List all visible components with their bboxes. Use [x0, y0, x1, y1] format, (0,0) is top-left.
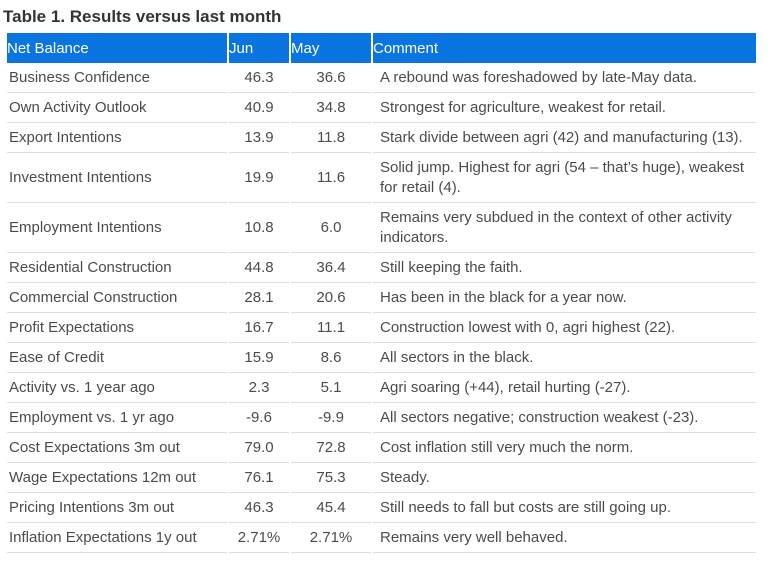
- table-row: Wage Expectations 12m out 76.1 75.3 Stea…: [7, 463, 756, 493]
- column-header-comment: Comment: [373, 33, 756, 63]
- column-header-jun: Jun: [229, 33, 289, 63]
- table-title: Table 1. Results versus last month: [3, 7, 282, 26]
- table-row: Employment Intentions 10.8 6.0 Remains v…: [7, 203, 756, 253]
- may-value: 6.0: [291, 203, 371, 253]
- may-value: 45.4: [291, 493, 371, 523]
- row-label: Wage Expectations 12m out: [7, 463, 227, 493]
- results-table: Net Balance Jun May Comment Business Con…: [5, 33, 758, 553]
- table-row: Inflation Expectations 1y out 2.71% 2.71…: [7, 523, 756, 553]
- may-value: 5.1: [291, 373, 371, 403]
- comment-text: All sectors in the black.: [373, 343, 756, 373]
- table-row: Export Intentions 13.9 11.8 Stark divide…: [7, 123, 756, 153]
- comment-text: Strongest for agriculture, weakest for r…: [373, 93, 756, 123]
- table-row: Commercial Construction 28.1 20.6 Has be…: [7, 283, 756, 313]
- jun-value: 19.9: [229, 153, 289, 203]
- comment-text: Construction lowest with 0, agri highest…: [373, 313, 756, 343]
- comment-text: Remains very subdued in the context of o…: [373, 203, 756, 253]
- row-label: Own Activity Outlook: [7, 93, 227, 123]
- may-value: 20.6: [291, 283, 371, 313]
- comment-text: All sectors negative; construction weake…: [373, 403, 756, 433]
- jun-value: 40.9: [229, 93, 289, 123]
- row-label: Residential Construction: [7, 253, 227, 283]
- row-label: Employment Intentions: [7, 203, 227, 253]
- jun-value: 2.71%: [229, 523, 289, 553]
- jun-value: 16.7: [229, 313, 289, 343]
- jun-value: 28.1: [229, 283, 289, 313]
- row-label: Activity vs. 1 year ago: [7, 373, 227, 403]
- table-row: Investment Intentions 19.9 11.6 Solid ju…: [7, 153, 756, 203]
- may-value: 8.6: [291, 343, 371, 373]
- may-value: 11.8: [291, 123, 371, 153]
- jun-value: 46.3: [229, 63, 289, 93]
- may-value: 11.1: [291, 313, 371, 343]
- may-value: -9.9: [291, 403, 371, 433]
- comment-text: Still needs to fall but costs are still …: [373, 493, 756, 523]
- jun-value: 76.1: [229, 463, 289, 493]
- row-label: Investment Intentions: [7, 153, 227, 203]
- table-row: Activity vs. 1 year ago 2.3 5.1 Agri soa…: [7, 373, 756, 403]
- table-row: Cost Expectations 3m out 79.0 72.8 Cost …: [7, 433, 756, 463]
- comment-text: A rebound was foreshadowed by late-May d…: [373, 63, 756, 93]
- comment-text: Still keeping the faith.: [373, 253, 756, 283]
- row-label: Business Confidence: [7, 63, 227, 93]
- row-label: Cost Expectations 3m out: [7, 433, 227, 463]
- may-value: 11.6: [291, 153, 371, 203]
- row-label: Ease of Credit: [7, 343, 227, 373]
- table-row: Profit Expectations 16.7 11.1 Constructi…: [7, 313, 756, 343]
- table-row: Business Confidence 46.3 36.6 A rebound …: [7, 63, 756, 93]
- row-label: Profit Expectations: [7, 313, 227, 343]
- table-row: Employment vs. 1 yr ago -9.6 -9.9 All se…: [7, 403, 756, 433]
- jun-value: 13.9: [229, 123, 289, 153]
- comment-text: Remains very well behaved.: [373, 523, 756, 553]
- row-label: Pricing Intentions 3m out: [7, 493, 227, 523]
- may-value: 36.4: [291, 253, 371, 283]
- row-label: Commercial Construction: [7, 283, 227, 313]
- comment-text: Cost inflation still very much the norm.: [373, 433, 756, 463]
- may-value: 75.3: [291, 463, 371, 493]
- may-value: 2.71%: [291, 523, 371, 553]
- row-label: Employment vs. 1 yr ago: [7, 403, 227, 433]
- jun-value: -9.6: [229, 403, 289, 433]
- may-value: 34.8: [291, 93, 371, 123]
- table-row: Ease of Credit 15.9 8.6 All sectors in t…: [7, 343, 756, 373]
- jun-value: 79.0: [229, 433, 289, 463]
- comment-text: Agri soaring (+44), retail hurting (-27)…: [373, 373, 756, 403]
- jun-value: 2.3: [229, 373, 289, 403]
- table-row: Pricing Intentions 3m out 46.3 45.4 Stil…: [7, 493, 756, 523]
- may-value: 36.6: [291, 63, 371, 93]
- jun-value: 46.3: [229, 493, 289, 523]
- column-header-net-balance: Net Balance: [7, 33, 227, 63]
- row-label: Inflation Expectations 1y out: [7, 523, 227, 553]
- table-row: Own Activity Outlook 40.9 34.8 Strongest…: [7, 93, 756, 123]
- column-header-may: May: [291, 33, 371, 63]
- header-row: Net Balance Jun May Comment: [7, 33, 756, 63]
- comment-text: Steady.: [373, 463, 756, 493]
- comment-text: Has been in the black for a year now.: [373, 283, 756, 313]
- jun-value: 10.8: [229, 203, 289, 253]
- comment-text: Solid jump. Highest for agri (54 – that’…: [373, 153, 756, 203]
- jun-value: 15.9: [229, 343, 289, 373]
- may-value: 72.8: [291, 433, 371, 463]
- table-row: Residential Construction 44.8 36.4 Still…: [7, 253, 756, 283]
- jun-value: 44.8: [229, 253, 289, 283]
- comment-text: Stark divide between agri (42) and manuf…: [373, 123, 756, 153]
- row-label: Export Intentions: [7, 123, 227, 153]
